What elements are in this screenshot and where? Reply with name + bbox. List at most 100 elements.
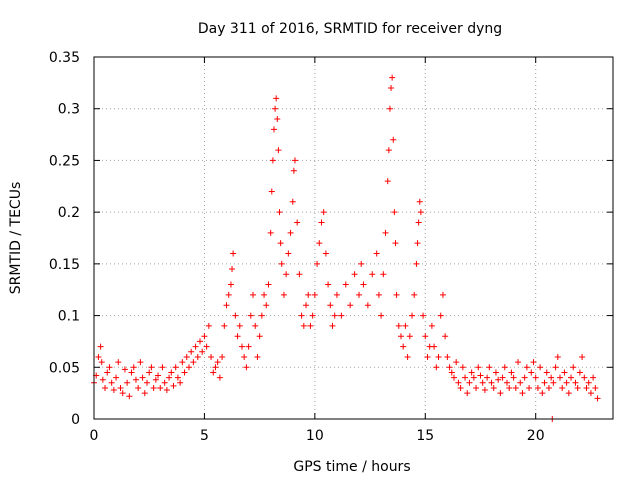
data-point <box>503 379 510 386</box>
data-point <box>406 333 413 340</box>
data-point <box>168 369 175 376</box>
data-point <box>309 312 316 319</box>
data-point <box>457 384 464 391</box>
data-point <box>331 312 338 319</box>
data-point <box>177 379 184 386</box>
data-point <box>548 374 555 381</box>
data-point <box>277 240 284 247</box>
data-point <box>389 74 396 81</box>
data-point <box>479 379 486 386</box>
data-point <box>208 353 215 360</box>
data-point <box>380 271 387 278</box>
data-point <box>181 369 188 376</box>
data-point <box>263 302 270 309</box>
data-point <box>311 291 318 298</box>
data-point <box>155 372 162 379</box>
data-point <box>132 376 139 383</box>
data-point <box>236 322 243 329</box>
data-point <box>347 302 354 309</box>
data-point <box>534 384 541 391</box>
data-point <box>390 136 397 143</box>
data-point <box>287 229 294 236</box>
data-point <box>333 291 340 298</box>
data-point <box>223 302 230 309</box>
chart-title: Day 311 of 2016, SRMTID for receiver dyn… <box>198 21 502 37</box>
data-point <box>267 229 274 236</box>
data-point <box>565 390 572 397</box>
data-point <box>417 209 424 216</box>
data-point <box>172 364 179 371</box>
data-point <box>521 374 528 381</box>
data-point <box>269 157 276 164</box>
data-point <box>290 167 297 174</box>
data-point <box>119 390 126 397</box>
data-point <box>185 364 192 371</box>
data-point <box>431 343 438 350</box>
data-point <box>270 126 277 133</box>
data-point <box>325 281 332 288</box>
data-point <box>318 219 325 226</box>
y-tick-label: 0.05 <box>49 360 80 376</box>
data-point <box>126 393 133 400</box>
data-point <box>303 302 310 309</box>
data-point <box>473 384 480 391</box>
data-point <box>245 343 252 350</box>
data-point <box>268 188 275 195</box>
data-point <box>329 322 336 329</box>
data-point <box>261 291 268 298</box>
data-point <box>238 343 245 350</box>
data-point <box>574 384 581 391</box>
data-point <box>285 250 292 257</box>
data-point <box>254 353 261 360</box>
data-point <box>583 384 590 391</box>
data-point <box>146 369 153 376</box>
data-point <box>552 364 559 371</box>
data-point <box>124 379 131 386</box>
data-point <box>247 312 254 319</box>
data-point <box>273 95 280 102</box>
data-point <box>298 312 305 319</box>
data-point <box>492 369 499 376</box>
data-point <box>413 260 420 267</box>
data-point <box>338 312 345 319</box>
data-point <box>530 359 537 366</box>
data-point <box>545 384 552 391</box>
data-point <box>453 359 460 366</box>
data-point <box>541 379 548 386</box>
data-point <box>385 147 392 154</box>
data-point <box>320 209 327 216</box>
data-point <box>462 374 469 381</box>
data-point <box>433 364 440 371</box>
data-point <box>356 291 363 298</box>
data-point <box>104 369 111 376</box>
data-point <box>519 390 526 397</box>
data-point <box>230 250 237 257</box>
data-point <box>550 379 557 386</box>
data-point <box>219 353 226 360</box>
data-point <box>416 198 423 205</box>
data-point <box>157 384 164 391</box>
data-point <box>316 240 323 247</box>
data-point <box>568 374 575 381</box>
data-point <box>201 333 208 340</box>
grid-lines <box>94 57 613 419</box>
data-point <box>102 384 109 391</box>
data-point <box>174 374 181 381</box>
data-point <box>275 147 282 154</box>
data-point <box>258 312 265 319</box>
data-point <box>468 369 475 376</box>
data-point <box>517 379 524 386</box>
data-point <box>400 343 407 350</box>
data-point <box>442 333 449 340</box>
data-point <box>294 219 301 226</box>
data-point <box>570 364 577 371</box>
data-point <box>342 281 349 288</box>
data-point <box>554 353 561 360</box>
data-point <box>378 312 385 319</box>
data-point <box>364 302 371 309</box>
data-point <box>190 359 197 366</box>
data-point <box>415 219 422 226</box>
data-point <box>576 369 583 376</box>
data-point <box>444 353 451 360</box>
x-tick-label: 0 <box>90 428 99 444</box>
